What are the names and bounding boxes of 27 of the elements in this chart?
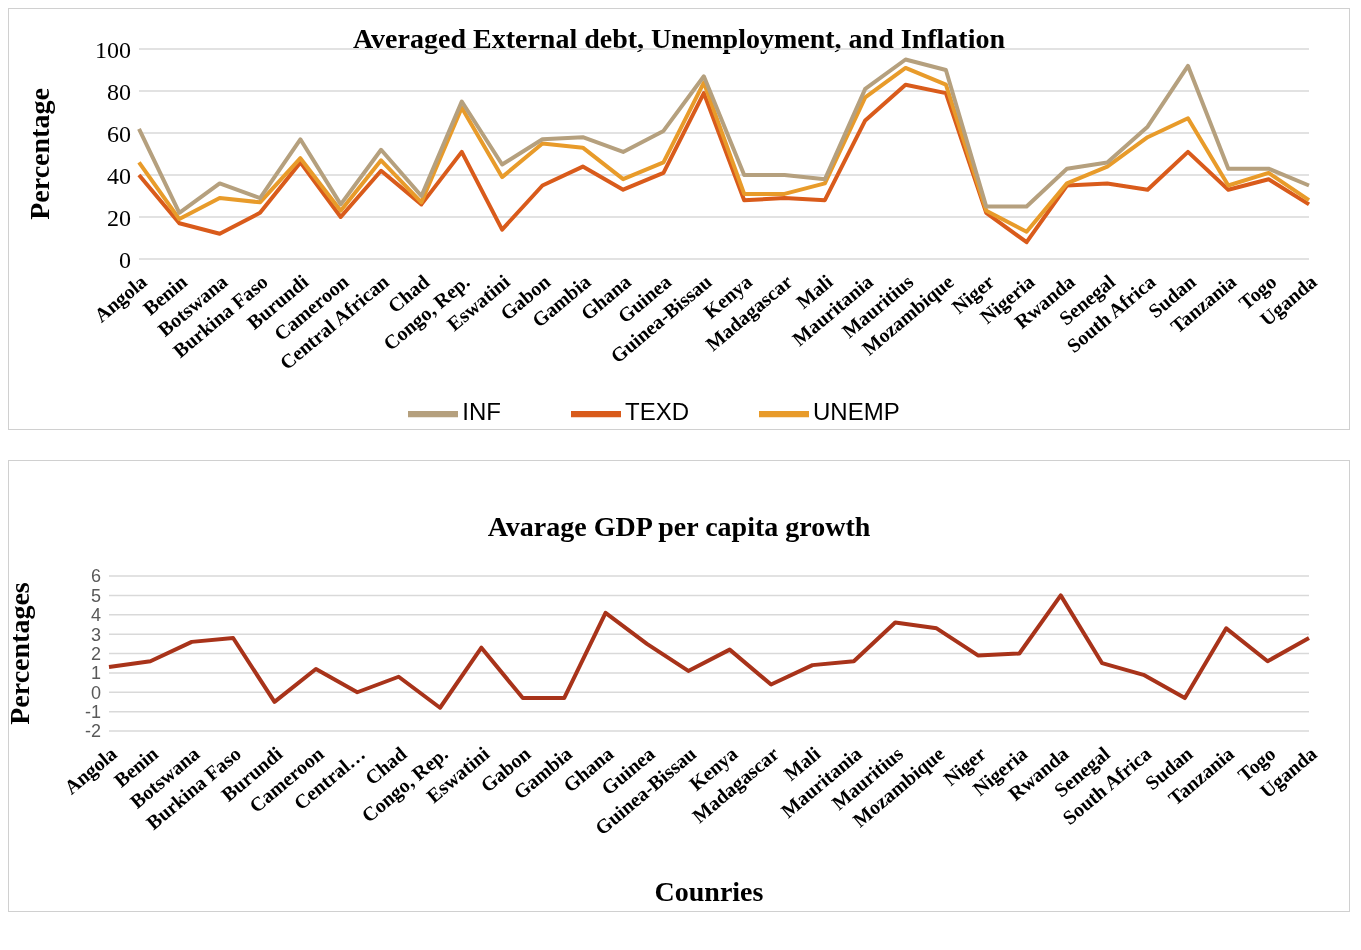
y-tick-label: 2 (90, 643, 101, 664)
chart-title: Averaged External debt, Unemployment, and Inflation (352, 23, 1006, 54)
y-tick-label: 3 (90, 624, 101, 645)
y-tick-label: 0 (119, 246, 131, 273)
y-tick-label: 20 (107, 204, 131, 231)
y-tick-label: 100 (95, 36, 131, 63)
y-tick-label: 4 (90, 605, 101, 626)
line-series (107, 593, 1311, 710)
y-tick-label: 6 (90, 566, 101, 587)
y-axis-title: Percentages (3, 582, 35, 725)
y-axis-title: Percentage (23, 88, 55, 220)
legend-label: TEXD (624, 398, 689, 426)
line-series (137, 57, 1311, 215)
y-tick-label: 60 (107, 120, 131, 147)
y-tick-label: -2 (84, 721, 101, 742)
y-tick-label: 40 (107, 162, 131, 189)
y-tick-label: 5 (90, 585, 101, 606)
y-tick-label: 0 (90, 682, 101, 703)
legend-label: UNEMP (813, 398, 900, 426)
line-series (137, 82, 1311, 245)
chart-title: Avarage GDP per capita growth (486, 511, 872, 543)
line-series (137, 65, 1311, 234)
y-tick-label: 80 (107, 78, 131, 105)
legend-label: INF (462, 398, 501, 426)
x-axis-title: Counries (654, 876, 764, 907)
y-tick-label: -1 (84, 702, 101, 723)
y-tick-label: 1 (90, 663, 101, 684)
